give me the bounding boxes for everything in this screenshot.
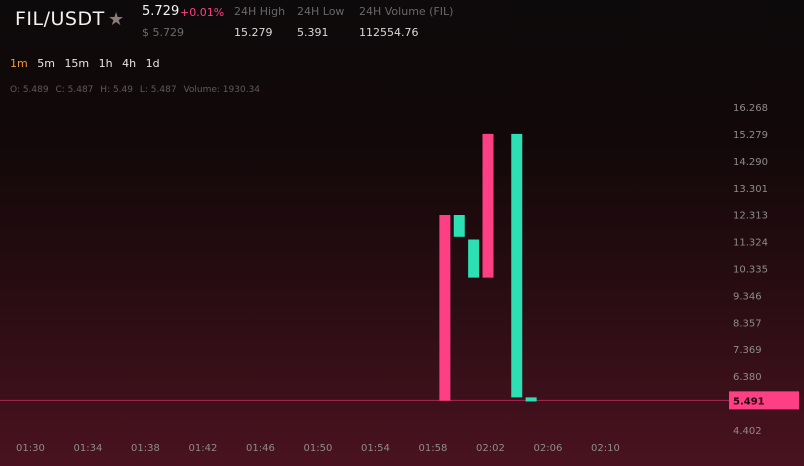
candle <box>525 397 537 402</box>
y-tick-label: 10.335 <box>733 265 768 276</box>
y-tick-label: 14.290 <box>733 157 768 168</box>
stat-low-label: 24H Low <box>297 5 345 18</box>
x-tick-label: 02:10 <box>591 443 620 454</box>
stat-low-value: 5.391 <box>297 26 329 39</box>
candle <box>439 215 451 401</box>
x-tick-label: 02:02 <box>476 443 505 454</box>
y-tick-label: 15.279 <box>733 130 768 141</box>
x-tick-label: 01:58 <box>419 443 448 454</box>
ohlc-high: H: 5.49 <box>100 85 133 95</box>
x-tick-label: 01:34 <box>74 443 103 454</box>
tab-4h[interactable]: 4h <box>122 57 137 70</box>
ohlc-close: C: 5.487 <box>55 85 94 95</box>
ohlc-open: O: 5.489 <box>10 85 49 95</box>
current-price-label: 5.491 <box>733 396 765 407</box>
stat-high-label: 24H High <box>234 5 286 18</box>
tab-15m[interactable]: 15m <box>64 57 90 70</box>
x-tick-label: 01:46 <box>246 443 275 454</box>
x-tick-label: 02:06 <box>534 443 563 454</box>
candle <box>468 239 480 278</box>
stat-volume-value: 112554.76 <box>359 26 419 39</box>
candle <box>511 133 523 398</box>
y-tick-label: 9.346 <box>733 291 762 302</box>
y-tick-label: 8.357 <box>733 318 762 329</box>
y-tick-label: 6.380 <box>733 372 762 383</box>
y-tick-label: 11.324 <box>733 238 768 249</box>
tab-1m[interactable]: 1m <box>10 57 28 70</box>
y-tick-label: 7.369 <box>733 345 762 356</box>
current-price-tag <box>729 391 799 410</box>
tab-5m[interactable]: 5m <box>37 57 55 70</box>
candle <box>453 215 465 237</box>
tab-1d[interactable]: 1d <box>145 57 160 70</box>
price-change: +0.01% <box>180 6 225 19</box>
stat-volume-label: 24H Volume (FIL) <box>359 5 454 18</box>
x-tick-label: 01:42 <box>189 443 218 454</box>
ohlc-low: L: 5.487 <box>139 85 177 95</box>
interval-tabs: 1m 5m 15m 1h 4h 1d <box>10 57 166 70</box>
y-tick-label: 16.268 <box>733 103 768 114</box>
usd-price: $ 5.729 <box>142 26 184 39</box>
market-header: FIL/USDT ★ 5.729 +0.01% $ 5.729 24H High… <box>0 0 804 48</box>
y-tick-label: 13.301 <box>733 184 768 195</box>
x-tick-label: 01:50 <box>304 443 333 454</box>
x-tick-label: 01:30 <box>16 443 45 454</box>
y-tick-label: 4.402 <box>733 426 762 437</box>
last-price: 5.729 <box>142 4 180 19</box>
x-tick-label: 01:54 <box>361 443 390 454</box>
ohlc-volume: Volume: 1930.34 <box>183 85 261 95</box>
candle <box>482 133 494 278</box>
tab-1h[interactable]: 1h <box>98 57 113 70</box>
ohlc-readout: O: 5.489 C: 5.487 H: 5.49 L: 5.487 Volum… <box>10 85 264 95</box>
pair-title[interactable]: FIL/USDT <box>15 8 105 30</box>
y-tick-label: 12.313 <box>733 211 768 222</box>
x-tick-label: 01:38 <box>131 443 160 454</box>
star-icon[interactable]: ★ <box>108 9 125 30</box>
stat-high-value: 15.279 <box>234 26 273 39</box>
